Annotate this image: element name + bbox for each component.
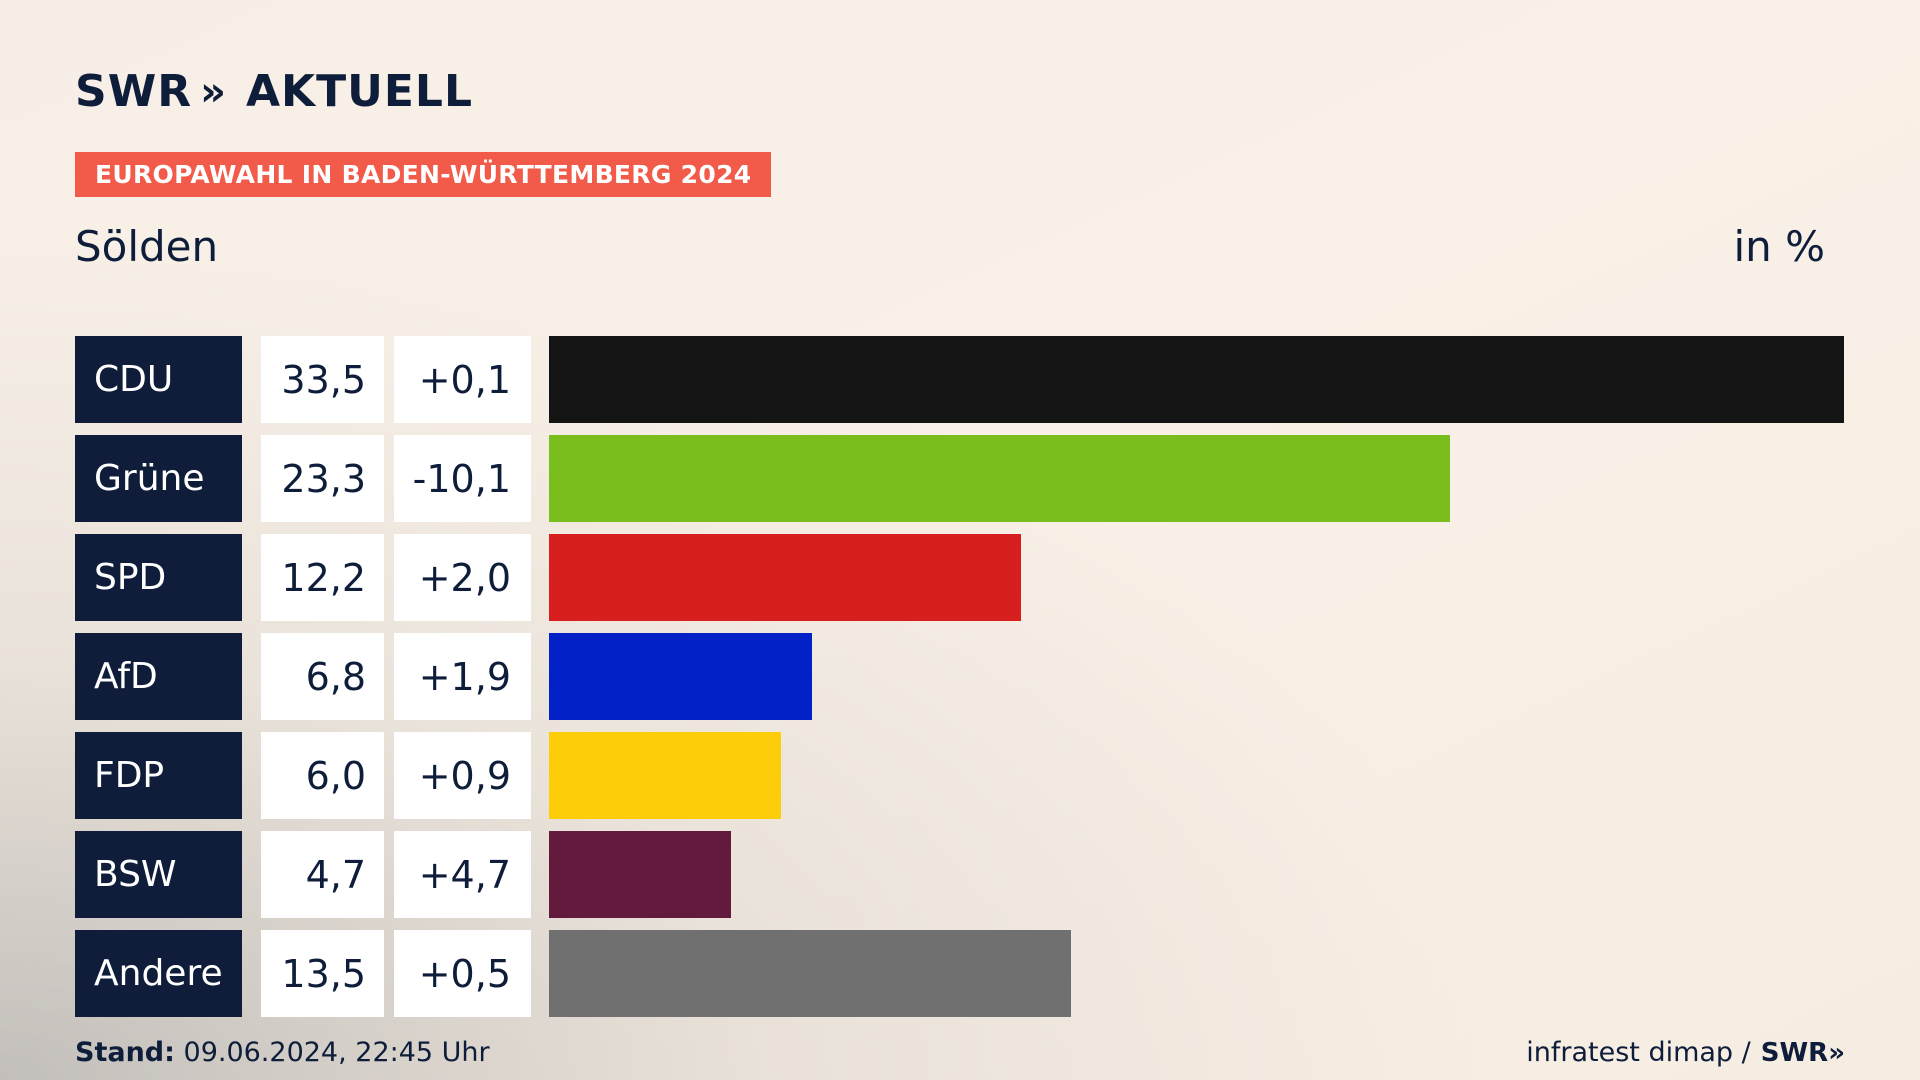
change-label-bsw: +4,7 — [394, 831, 531, 918]
party-label-bsw: BSW — [75, 831, 242, 918]
timestamp: Stand: 09.06.2024, 22:45 Uhr — [75, 1037, 490, 1068]
party-label-gr-ne: Grüne — [75, 435, 242, 522]
bar-fdp — [549, 732, 781, 819]
party-label-andere: Andere — [75, 930, 242, 1017]
source-credit: infratest dimap / SWR» — [1526, 1037, 1845, 1068]
bar-andere — [549, 930, 1071, 1017]
party-label-fdp: FDP — [75, 732, 242, 819]
swr-small-logo: SWR» — [1760, 1037, 1845, 1068]
bar-spd — [549, 534, 1021, 621]
value-label-bsw: 4,7 — [261, 831, 384, 918]
value-label-gr-ne: 23,3 — [261, 435, 384, 522]
stand-value: 09.06.2024, 22:45 Uhr — [183, 1037, 490, 1068]
bar-afd — [549, 633, 812, 720]
bar-gr-ne — [549, 435, 1450, 522]
value-label-cdu: 33,5 — [261, 336, 384, 423]
stand-label: Stand: — [75, 1037, 175, 1068]
value-label-afd: 6,8 — [261, 633, 384, 720]
bar-cdu — [549, 336, 1844, 423]
logo-swr-text: SWR — [75, 66, 193, 117]
party-label-cdu: CDU — [75, 336, 242, 423]
change-label-afd: +1,9 — [394, 633, 531, 720]
region-title: Sölden — [75, 222, 219, 271]
party-label-afd: AfD — [75, 633, 242, 720]
bar-bsw — [549, 831, 731, 918]
logo-aktuell-text: AKTUELL — [245, 66, 473, 117]
party-label-spd: SPD — [75, 534, 242, 621]
change-label-gr-ne: -10,1 — [394, 435, 531, 522]
change-label-spd: +2,0 — [394, 534, 531, 621]
unit-label: in % — [1733, 222, 1825, 271]
change-label-fdp: +0,9 — [394, 732, 531, 819]
change-label-cdu: +0,1 — [394, 336, 531, 423]
value-label-spd: 12,2 — [261, 534, 384, 621]
source-text: infratest dimap / — [1526, 1037, 1751, 1068]
value-label-fdp: 6,0 — [261, 732, 384, 819]
value-label-andere: 13,5 — [261, 930, 384, 1017]
change-label-andere: +0,5 — [394, 930, 531, 1017]
election-banner: EUROPAWAHL IN BADEN-WÜRTTEMBERG 2024 — [75, 152, 772, 197]
swr-aktuell-logo: SWR » AKTUELL — [75, 66, 473, 117]
